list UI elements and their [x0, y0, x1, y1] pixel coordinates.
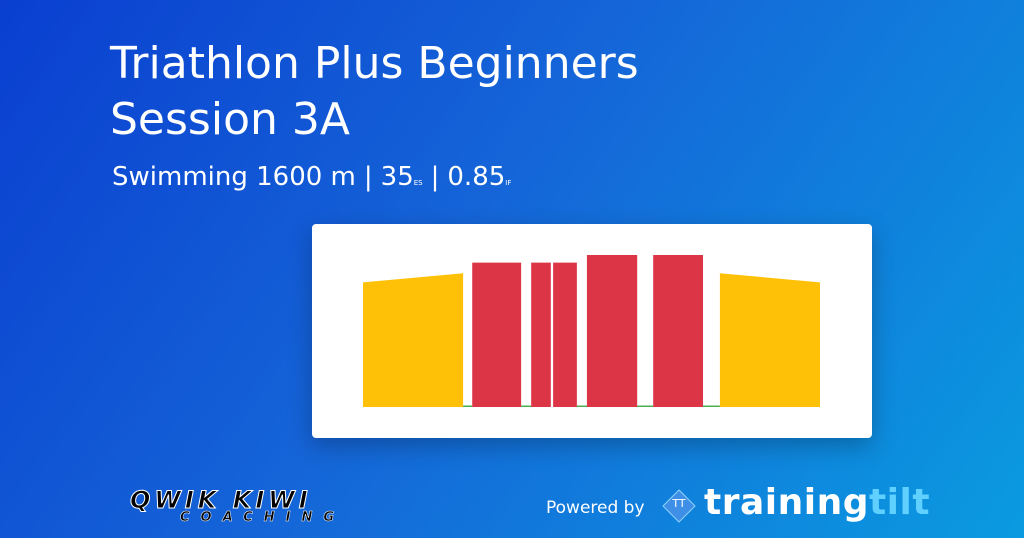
coach-logo: QWIK KIWI COACHING: [129, 486, 346, 526]
interval-block: [521, 405, 532, 407]
interval-block: [586, 255, 638, 407]
separator: |: [363, 162, 373, 192]
if-value: 0.85: [447, 162, 506, 192]
logo-tagline: COACHING: [180, 510, 346, 526]
interval-block: [553, 262, 577, 407]
title-line: Triathlon Plus Beginners: [110, 38, 639, 89]
sport-distance: Swimming 1600 m: [112, 162, 356, 192]
interval-block: [531, 262, 551, 407]
subtitle: Swimming 1600 m | 35ES | 0.85IF: [112, 162, 511, 192]
powered-by: Powered by: [546, 498, 645, 518]
interval-block: [463, 405, 473, 407]
interval-block: [637, 405, 654, 407]
chart: [363, 255, 820, 407]
logo-name: QWIK KIWI: [129, 486, 312, 515]
brand-part: training: [704, 482, 869, 523]
brand-part: tilt: [868, 482, 931, 523]
es-value: 35: [380, 162, 414, 192]
brand-icon-shape: [662, 489, 696, 523]
chart-panel: [312, 224, 872, 438]
brand: trainingtilt: [704, 482, 930, 523]
brand-icon: TT: [662, 489, 696, 523]
interval-block: [719, 273, 820, 407]
interval-block: [653, 255, 704, 407]
title: Triathlon Plus Beginners Session 3A: [110, 36, 639, 148]
es-unit: ES: [413, 179, 423, 187]
interval-block: [576, 405, 587, 407]
separator: |: [430, 162, 440, 192]
interval-block: [703, 405, 720, 407]
interval-block: [363, 273, 464, 407]
brand-icon-text: TT: [672, 497, 686, 510]
title-line: Session 3A: [110, 94, 350, 145]
interval-block: [472, 262, 522, 407]
if-unit: IF: [505, 179, 512, 187]
